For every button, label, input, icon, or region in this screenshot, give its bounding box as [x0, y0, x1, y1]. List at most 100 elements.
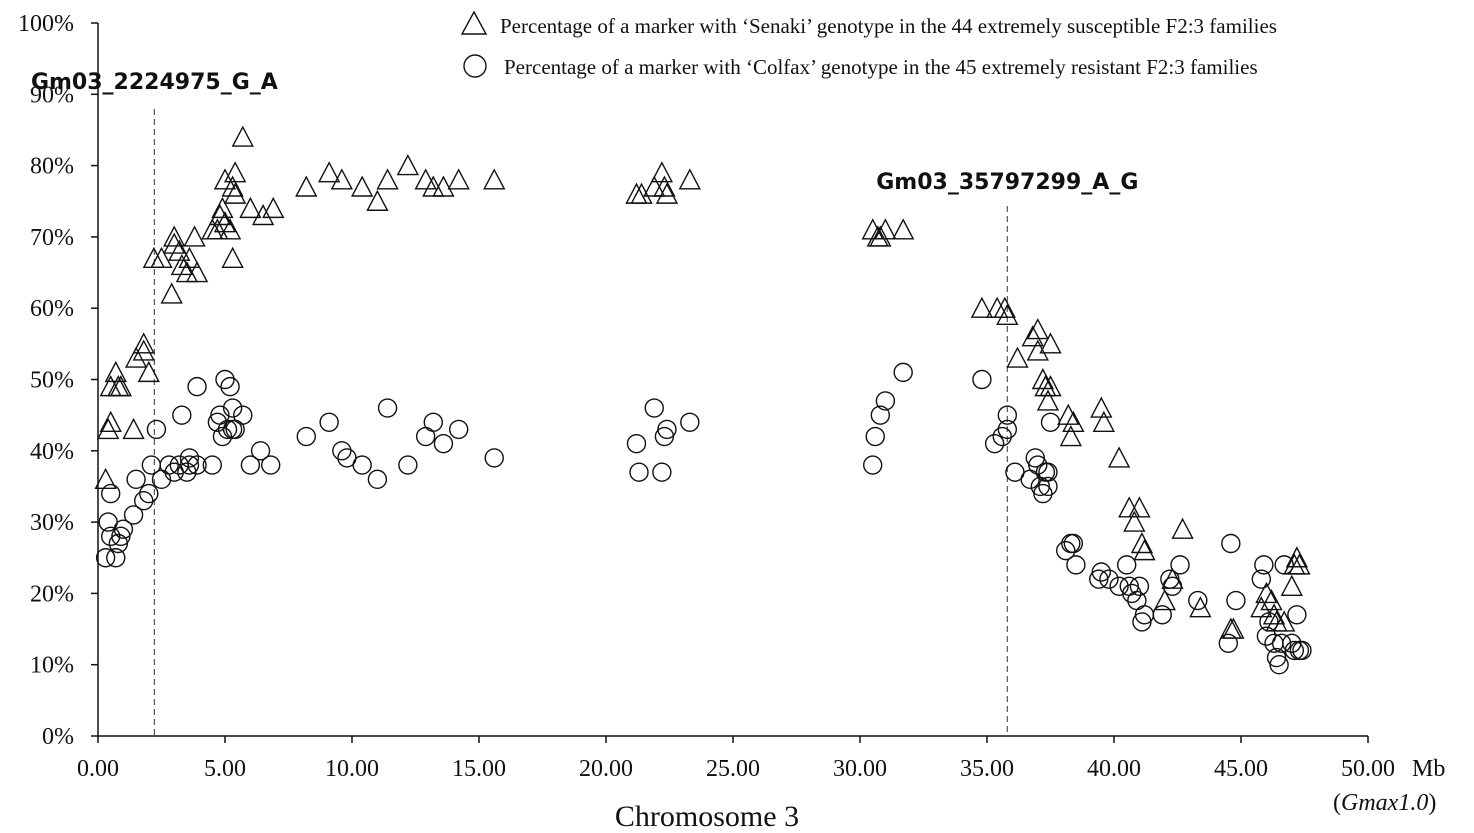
- senaki-point: [251, 204, 275, 226]
- senaki-point: [213, 211, 237, 233]
- senaki-point: [432, 175, 455, 197]
- colfax-point: [1033, 483, 1053, 504]
- colfax-point: [202, 455, 223, 475]
- colfax-point: [367, 469, 388, 490]
- x-tick-label: 20.00: [579, 756, 633, 782]
- legend-circle-symbol: [463, 54, 487, 78]
- senaki-point: [97, 417, 120, 440]
- colfax-point: [1091, 562, 1112, 582]
- senaki-point: [1133, 539, 1156, 561]
- colfax-point: [146, 419, 167, 440]
- senaki-point: [1255, 581, 1278, 604]
- y-tick-label: 60%: [30, 296, 74, 322]
- annotations: Gm03_2224975_G_A Gm03_35797299_A_G: [31, 70, 1138, 736]
- colfax-point: [1269, 655, 1289, 675]
- colfax-point: [398, 455, 418, 475]
- colfax-point: [1038, 462, 1058, 482]
- colfax-point: [215, 369, 235, 390]
- colfax-point: [1292, 640, 1312, 661]
- legend-label-colfax: Percentage of a marker with ‘Colfax’ gen…: [504, 55, 1258, 79]
- colfax-point: [217, 419, 238, 440]
- y-tick-label: 10%: [30, 653, 74, 679]
- senaki-point: [213, 168, 237, 190]
- y-tick-label: 0%: [42, 724, 74, 750]
- x-axis-title: Chromosome 3: [615, 800, 799, 833]
- colfax-point: [652, 462, 672, 482]
- colfax-point: [484, 448, 504, 468]
- y-tick-label: 70%: [30, 225, 74, 251]
- colfax-point: [233, 405, 253, 425]
- colfax-point: [984, 433, 1005, 454]
- colfax-point: [1116, 555, 1137, 575]
- colfax-point: [172, 405, 192, 425]
- senaki-point: [163, 225, 186, 247]
- colfax-point: [972, 369, 992, 390]
- senaki-point: [178, 246, 201, 268]
- colfax-point: [1226, 590, 1246, 611]
- y-tick-label: 80%: [30, 154, 74, 180]
- senaki-point: [124, 346, 148, 368]
- x-tick-label: 35.00: [960, 756, 1014, 782]
- colfax-point: [1099, 569, 1119, 589]
- y-tick-label: 40%: [30, 439, 74, 465]
- senaki-point: [643, 175, 666, 197]
- y-tick-label: 30%: [30, 510, 74, 536]
- senaki-point: [422, 175, 445, 197]
- y-tick-label: 100%: [18, 11, 74, 37]
- senaki-point: [1039, 332, 1062, 354]
- senaki-point: [414, 168, 437, 190]
- colfax-point: [95, 548, 116, 568]
- colfax-point: [423, 412, 443, 432]
- colfax-point: [433, 433, 454, 454]
- senaki-point: [221, 175, 244, 197]
- colfax-point: [1152, 605, 1172, 625]
- colfax-point: [179, 455, 200, 475]
- colfax-point: [332, 441, 352, 461]
- senaki-point: [218, 218, 242, 240]
- x-axis-unit-sub: (Gmax1.0): [1333, 790, 1436, 816]
- colfax-point: [319, 412, 339, 432]
- colfax-point: [1109, 576, 1129, 596]
- colfax-point: [626, 433, 647, 454]
- senaki-point: [996, 303, 1019, 326]
- senaki-point: [447, 168, 470, 190]
- senaki-point: [1280, 574, 1303, 596]
- senaki-point: [330, 168, 353, 190]
- x-tick-label: 30.00: [833, 756, 887, 782]
- colfax-point: [187, 455, 207, 475]
- senaki-point: [163, 232, 186, 254]
- x-tick-label: 10.00: [325, 756, 379, 782]
- colfax-point: [1218, 633, 1239, 654]
- marker-position-label: Gm03_35797299_A_G: [876, 170, 1138, 195]
- colfax-point: [139, 483, 159, 504]
- colfax-point: [1063, 533, 1084, 554]
- senaki-point: [630, 182, 653, 204]
- senaki-point: [1059, 425, 1082, 447]
- x-tick-label: 25.00: [706, 756, 760, 782]
- marker-position-label: Gm03_2224975_G_A: [31, 70, 278, 95]
- senaki-point: [1006, 346, 1029, 368]
- senaki-point: [231, 125, 254, 147]
- y-tick-label: 50%: [30, 368, 74, 394]
- colfax-point: [100, 483, 121, 504]
- senaki-point: [1107, 446, 1131, 468]
- senaki-point: [185, 261, 209, 283]
- senaki-point: [170, 253, 193, 276]
- colfax-point: [106, 548, 126, 568]
- colfax-point: [1221, 533, 1241, 554]
- senaki-point: [1288, 553, 1311, 575]
- colfax-point: [1170, 555, 1190, 575]
- colfax-point: [220, 376, 240, 397]
- colfax-point: [1254, 555, 1274, 575]
- colfax-point: [1134, 605, 1155, 625]
- colfax-point: [1129, 576, 1150, 596]
- colfax-point: [1040, 412, 1061, 432]
- senaki-point: [1092, 410, 1115, 432]
- senaki-point: [224, 182, 247, 204]
- senaki-point: [132, 332, 155, 354]
- senaki-point: [1118, 496, 1141, 518]
- colfax-point: [680, 412, 700, 432]
- colfax-point: [992, 426, 1012, 447]
- senaki-point: [1026, 318, 1049, 340]
